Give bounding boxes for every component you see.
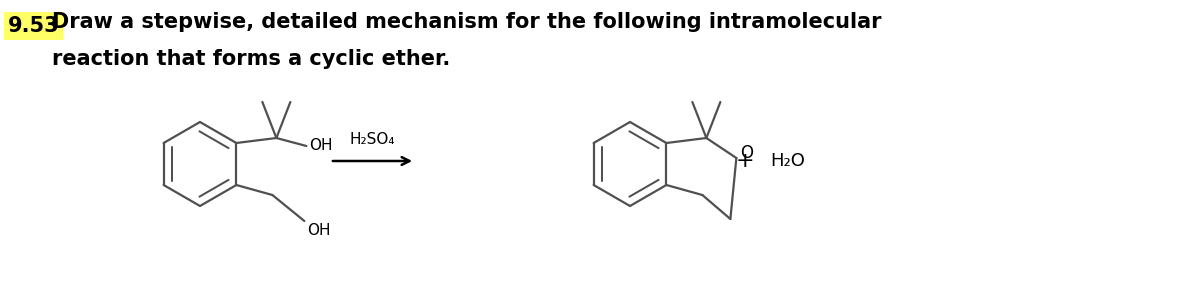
Text: Draw a stepwise, detailed mechanism for the following intramolecular: Draw a stepwise, detailed mechanism for … [52,12,882,32]
Text: OH: OH [310,138,332,152]
Text: H₂SO₄: H₂SO₄ [349,132,395,147]
Text: 9.53: 9.53 [8,16,60,36]
Text: reaction that forms a cyclic ether.: reaction that forms a cyclic ether. [52,49,450,69]
Text: O: O [740,144,754,162]
Text: H₂O: H₂O [770,152,805,170]
Text: OH: OH [307,223,331,238]
Text: +: + [736,151,755,171]
